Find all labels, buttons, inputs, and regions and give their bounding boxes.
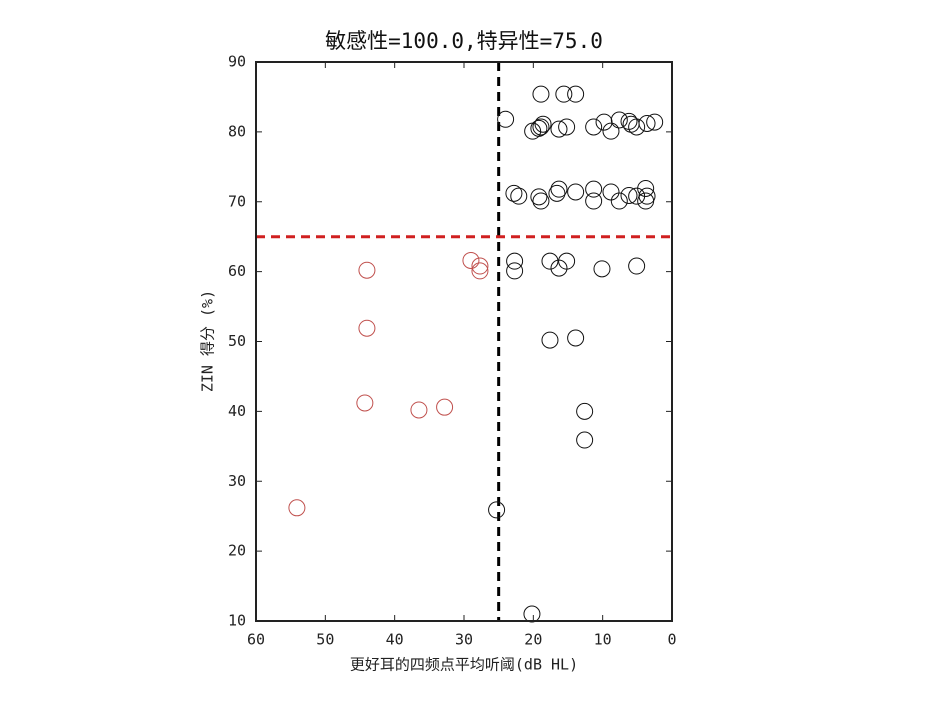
data-point <box>602 122 620 140</box>
y-tick-label: 50 <box>228 332 246 350</box>
data-point <box>550 120 568 138</box>
data-point <box>567 85 585 103</box>
data-point <box>488 501 506 519</box>
x-tick-label: 10 <box>594 631 612 649</box>
y-tick-label: 20 <box>228 542 246 560</box>
y-tick-label: 60 <box>228 262 246 280</box>
data-point <box>567 329 585 347</box>
data-point <box>620 186 638 204</box>
data-point <box>585 192 603 210</box>
x-tick-label: 40 <box>386 631 404 649</box>
y-tick-label: 10 <box>228 612 246 630</box>
chart-title: 敏感性=100.0,特异性=75.0 <box>325 29 603 53</box>
y-tick-label: 80 <box>228 122 246 140</box>
data-point <box>610 111 628 129</box>
data-point <box>548 184 566 202</box>
data-point <box>358 319 376 337</box>
data-point <box>638 114 656 132</box>
data-point <box>506 252 524 270</box>
data-point <box>510 187 528 205</box>
data-point <box>637 179 655 197</box>
x-tick-label: 20 <box>524 631 542 649</box>
data-point <box>523 605 541 623</box>
data-point <box>532 192 550 210</box>
data-point <box>534 115 552 133</box>
y-tick-label: 70 <box>228 192 246 210</box>
data-point <box>628 257 646 275</box>
data-point <box>530 188 548 206</box>
data-point <box>541 331 559 349</box>
data-point <box>585 118 603 136</box>
plot-frame <box>255 61 673 622</box>
data-point <box>532 118 550 136</box>
data-point <box>567 183 585 201</box>
data-point <box>506 262 524 280</box>
data-point <box>358 261 376 279</box>
data-point <box>576 431 594 449</box>
data-point <box>550 180 568 198</box>
data-point <box>558 252 576 270</box>
data-point <box>410 401 428 419</box>
data-point <box>530 119 548 137</box>
data-point <box>610 192 628 210</box>
x-axis-label: 更好耳的四频点平均听阈(dB HL) <box>350 656 578 674</box>
x-tick-label: 50 <box>316 631 334 649</box>
data-point <box>436 398 454 416</box>
data-point <box>288 499 306 517</box>
y-axis-label: ZIN 得分 (%) <box>199 290 217 392</box>
y-tick-label: 90 <box>228 53 246 71</box>
data-point <box>637 192 655 210</box>
y-tick-label: 30 <box>228 472 246 490</box>
x-tick-label: 0 <box>667 631 676 649</box>
data-point <box>558 118 576 136</box>
data-point <box>593 260 611 278</box>
data-point <box>471 262 489 280</box>
data-point <box>462 251 480 269</box>
data-point <box>505 184 523 202</box>
data-point <box>602 183 620 201</box>
data-point <box>497 110 515 128</box>
data-point <box>585 180 603 198</box>
data-point <box>646 113 664 131</box>
y-tick-label: 40 <box>228 402 246 420</box>
data-point <box>576 402 594 420</box>
x-tick-label: 30 <box>455 631 473 649</box>
data-point <box>628 118 646 136</box>
data-point <box>532 85 550 103</box>
data-point <box>471 257 489 275</box>
data-point <box>541 252 559 270</box>
data-point <box>356 394 374 412</box>
data-point <box>555 85 573 103</box>
x-tick-label: 60 <box>247 631 265 649</box>
